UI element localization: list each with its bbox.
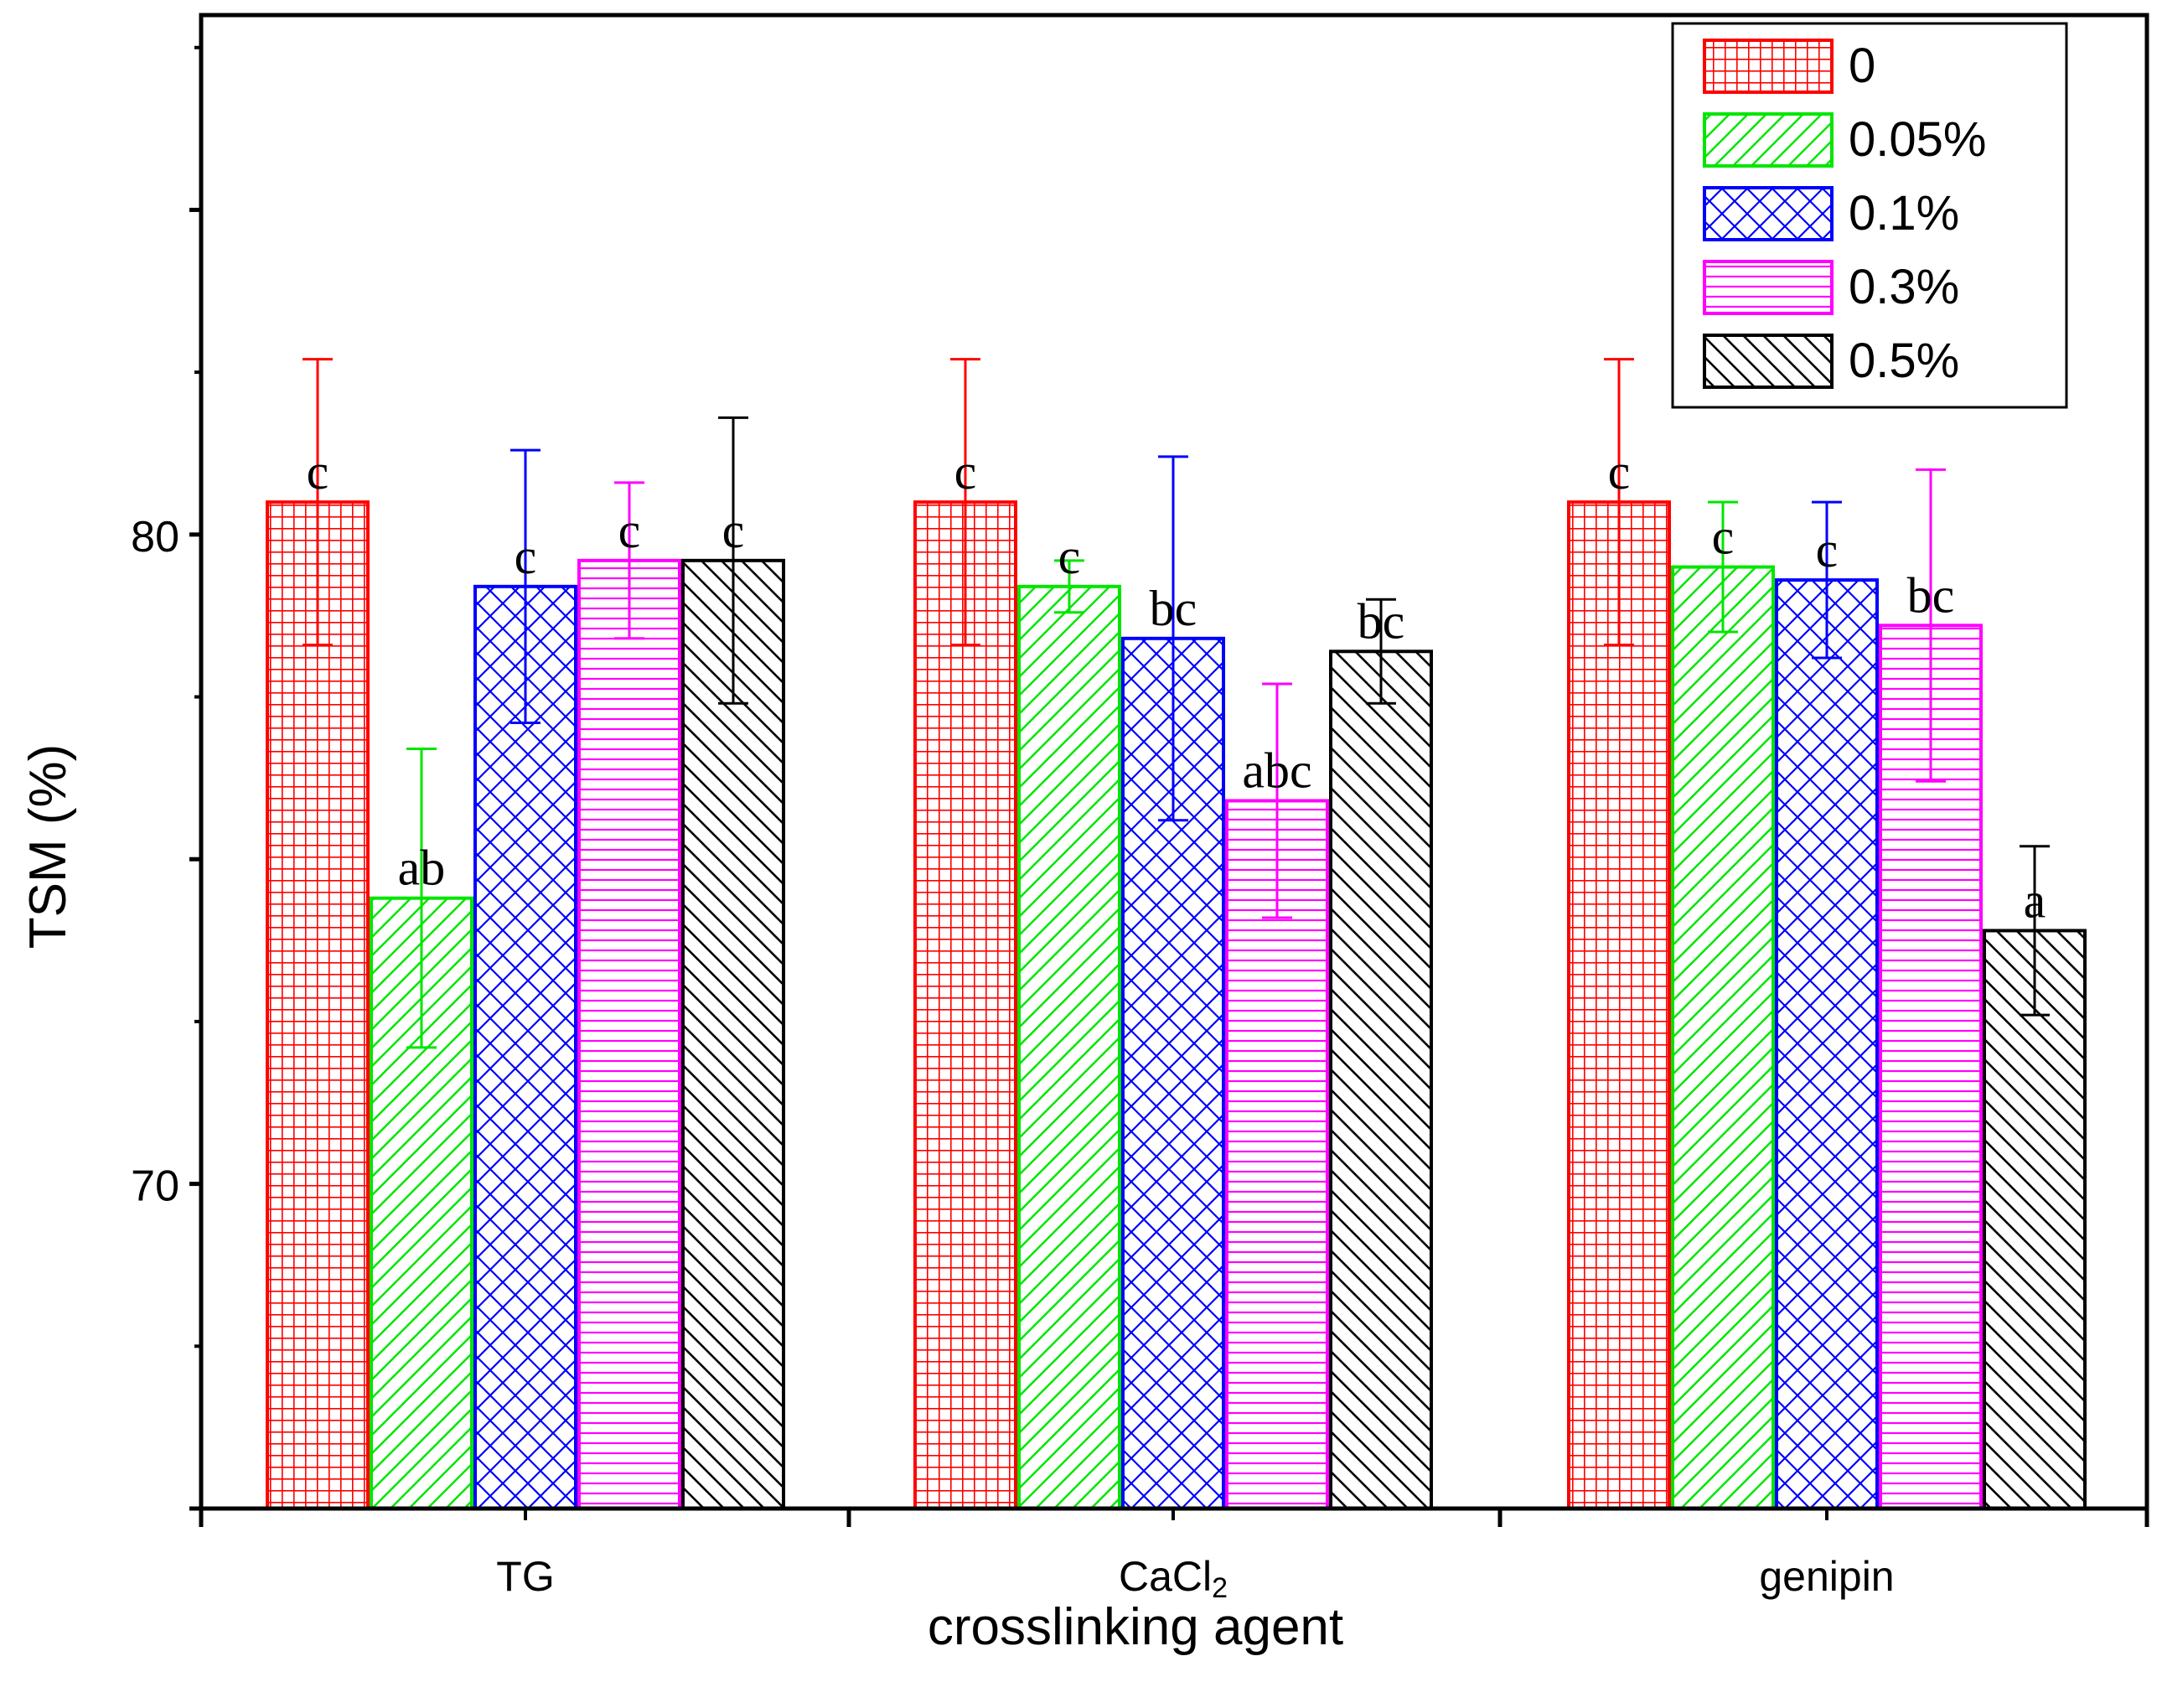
error-bars-layer (303, 358, 2050, 1049)
legend-label: 0.3% (1849, 260, 1959, 314)
significance-letter: a (2024, 872, 2046, 928)
y-tick-label: 70 (131, 1162, 179, 1211)
error-bar (406, 748, 437, 1049)
legend-label: 0.5% (1849, 334, 1959, 388)
error-bar (1812, 500, 1842, 660)
legend-label: 0.1% (1849, 186, 1959, 241)
error-bar (510, 448, 540, 725)
legend-entry: 0.5% (1703, 334, 1959, 389)
legend-entry: 0.3% (1703, 260, 1959, 315)
legend-swatch (1703, 39, 1834, 94)
error-bar (614, 481, 644, 640)
bar (473, 584, 577, 1510)
error-bar (1916, 468, 1946, 783)
legend-swatch (1703, 334, 1834, 389)
legend-swatch (1703, 112, 1834, 168)
y-tick-label: 80 (131, 513, 179, 562)
error-bar (1604, 358, 1634, 647)
bar (577, 558, 681, 1510)
error-bar (1262, 682, 1292, 919)
bar (1775, 578, 1879, 1510)
significance-letter: c (307, 444, 329, 499)
legend-entry: 0.05% (1703, 112, 1986, 168)
y-axis: 70 80 (131, 45, 201, 1511)
significance-letter: bc (1907, 567, 1955, 623)
legend-entry: 0 (1703, 39, 1875, 94)
legend-swatch (1703, 260, 1834, 315)
legend: 0 0.05% 0.1% 0.3% 0.5% (1671, 22, 2068, 409)
bar (1983, 929, 2087, 1510)
bar (266, 500, 370, 1511)
significance-letter: c (1712, 510, 1735, 565)
y-axis-label: TSM (%) (19, 744, 77, 950)
error-bar (303, 358, 333, 647)
significance-letter: c (954, 444, 977, 499)
significance-letter: c (515, 529, 537, 584)
significance-letter: c (618, 503, 641, 558)
bar (1671, 565, 1775, 1511)
significance-letter: bc (1358, 593, 1405, 649)
x-tick-label: genipin (1759, 1553, 1894, 1600)
x-tick-label: TG (496, 1553, 554, 1600)
significance-letter: bc (1150, 581, 1197, 636)
bar (1225, 799, 1329, 1510)
error-bar (1054, 559, 1084, 614)
error-bar (718, 416, 748, 705)
legend-swatch (1703, 186, 1834, 241)
significance-letter: abc (1242, 743, 1311, 798)
bar (1017, 584, 1121, 1510)
x-tick-label: CaCl2 (1119, 1553, 1228, 1604)
significance-letter: c (1816, 522, 1839, 577)
bar (1329, 650, 1433, 1510)
x-axis-label: crosslinking agent (928, 1598, 1343, 1656)
error-bar (2020, 845, 2050, 1017)
error-bar (950, 358, 980, 647)
bar (1567, 500, 1671, 1511)
legend-entry: 0.1% (1703, 186, 1959, 241)
significance-letter: c (722, 503, 745, 558)
x-axis: TG CaCl2 genipin (199, 1509, 2149, 1604)
bar (681, 558, 785, 1510)
legend-label: 0 (1849, 39, 1875, 93)
error-bar (1158, 455, 1188, 822)
bar (913, 500, 1017, 1511)
error-bar (1708, 500, 1738, 634)
significance-letter: c (1608, 444, 1631, 499)
legend-label: 0.05% (1849, 112, 1986, 167)
significance-letter: ab (398, 841, 446, 896)
error-bar (1366, 598, 1396, 705)
significance-letter: c (1058, 529, 1081, 584)
bars-layer (266, 500, 2087, 1511)
